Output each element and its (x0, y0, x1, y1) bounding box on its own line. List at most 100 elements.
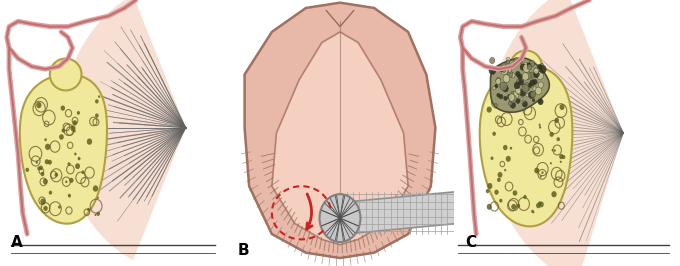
Circle shape (58, 205, 61, 209)
Circle shape (537, 98, 542, 103)
Circle shape (522, 84, 528, 92)
Circle shape (522, 73, 528, 80)
Circle shape (529, 60, 534, 67)
Circle shape (549, 132, 554, 137)
Circle shape (59, 134, 64, 140)
Circle shape (95, 114, 99, 118)
Circle shape (40, 198, 46, 205)
Circle shape (494, 190, 498, 195)
Circle shape (526, 66, 529, 69)
Circle shape (532, 79, 537, 85)
Circle shape (517, 74, 522, 80)
Text: A: A (12, 235, 23, 250)
Circle shape (503, 85, 509, 92)
Circle shape (503, 74, 510, 82)
Circle shape (510, 94, 514, 98)
Circle shape (509, 101, 512, 106)
Circle shape (78, 157, 80, 160)
Circle shape (507, 94, 512, 99)
Circle shape (494, 103, 497, 107)
Circle shape (504, 96, 507, 101)
Circle shape (39, 165, 43, 170)
Circle shape (506, 156, 511, 162)
Circle shape (504, 169, 506, 171)
Circle shape (541, 171, 543, 174)
Circle shape (534, 168, 539, 173)
Circle shape (551, 191, 557, 197)
Circle shape (509, 95, 517, 103)
Circle shape (512, 94, 515, 98)
Circle shape (43, 178, 48, 184)
Circle shape (519, 59, 522, 63)
Polygon shape (510, 51, 542, 82)
Circle shape (523, 195, 527, 199)
Circle shape (505, 65, 509, 70)
Circle shape (37, 167, 41, 171)
Circle shape (556, 137, 560, 141)
Circle shape (534, 68, 539, 74)
Circle shape (75, 163, 80, 169)
Circle shape (515, 88, 521, 94)
Circle shape (98, 95, 100, 98)
Circle shape (524, 83, 530, 91)
Circle shape (515, 71, 520, 77)
Circle shape (61, 106, 65, 111)
Circle shape (550, 162, 552, 164)
Circle shape (509, 94, 515, 101)
Circle shape (523, 64, 530, 72)
Circle shape (92, 185, 98, 192)
Circle shape (510, 102, 515, 108)
Circle shape (488, 183, 492, 189)
Circle shape (528, 92, 534, 98)
Circle shape (507, 71, 513, 77)
Circle shape (486, 189, 490, 193)
Circle shape (492, 132, 496, 136)
Circle shape (490, 156, 494, 160)
Circle shape (528, 83, 532, 88)
Circle shape (526, 93, 529, 97)
Circle shape (511, 204, 516, 210)
Circle shape (532, 99, 535, 102)
Circle shape (36, 102, 41, 108)
Circle shape (489, 66, 496, 74)
Circle shape (44, 138, 47, 141)
Circle shape (536, 203, 541, 208)
Circle shape (503, 69, 505, 73)
Circle shape (25, 168, 29, 172)
Circle shape (499, 84, 502, 87)
Circle shape (517, 79, 520, 84)
Circle shape (69, 178, 73, 183)
Circle shape (495, 84, 498, 88)
Circle shape (44, 206, 48, 211)
Polygon shape (488, 0, 624, 266)
Circle shape (496, 93, 500, 97)
Circle shape (538, 65, 541, 68)
Polygon shape (50, 59, 82, 90)
Circle shape (554, 118, 559, 123)
Polygon shape (479, 66, 573, 226)
Circle shape (490, 57, 495, 64)
Text: C: C (465, 235, 476, 250)
Polygon shape (345, 192, 458, 234)
Circle shape (534, 68, 538, 72)
Circle shape (521, 98, 523, 101)
Circle shape (514, 82, 520, 89)
Circle shape (500, 63, 507, 70)
Circle shape (535, 87, 542, 95)
Circle shape (511, 73, 515, 78)
Circle shape (77, 111, 80, 115)
Circle shape (74, 153, 77, 155)
Circle shape (65, 181, 67, 183)
Circle shape (97, 197, 99, 199)
Circle shape (527, 64, 532, 70)
Circle shape (499, 66, 504, 72)
Circle shape (67, 162, 71, 166)
Circle shape (503, 145, 507, 150)
Text: B: B (238, 243, 250, 258)
Circle shape (510, 147, 512, 149)
Circle shape (560, 104, 564, 110)
Circle shape (510, 92, 513, 95)
Circle shape (41, 172, 44, 176)
Circle shape (513, 93, 517, 98)
Circle shape (537, 72, 543, 80)
